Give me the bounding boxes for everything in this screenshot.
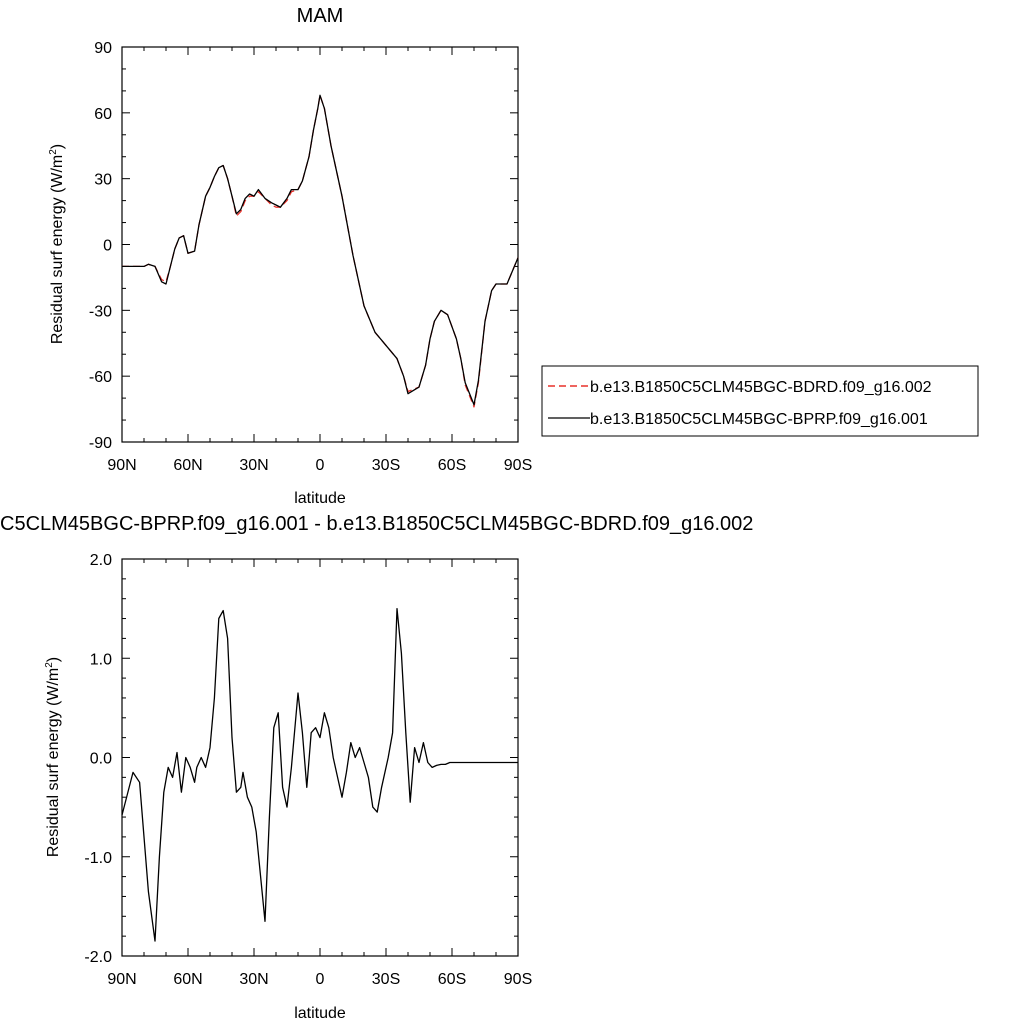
y-tick-label: 30 [94,172,112,189]
y-tick-label: 60 [94,106,112,123]
legend-box [541,365,979,437]
bottom-y-tick-labels: -2.0 -1.0 0.0 1.0 2.0 [84,552,112,966]
bottom-y-axis-label: Residual surf energy (W/m2) [44,657,62,857]
top-x-tick-labels: 90N 60N 30N 0 30S 60S 90S [107,457,532,474]
bottom-plot-frame [121,558,519,957]
bottom-series-lines [121,607,518,942]
legend-label-bprp: b.e13.B1850C5CLM45BGC-BPRP.f09_g16.001 [590,411,928,428]
y-tick-label: -60 [89,369,112,386]
x-tick-label: 90N [107,971,136,988]
top-series-line-1 [122,94,519,406]
top-axis-ticks [121,46,519,443]
bottom-chart-title: b.e13.B1850C5CLM45BGC-BPRP.f09_g16.001 -… [0,513,753,535]
top-x-axis-label: latitude [294,490,346,507]
legend: b.e13.B1850C5CLM45BGC-BDRD.f09_g16.002 b… [541,365,979,437]
y-tick-label: -2.0 [84,949,112,966]
x-tick-label: 60S [438,971,466,988]
top-series-lines [122,94,519,408]
top-series-line-0 [122,94,519,408]
x-tick-label: 90S [504,457,532,474]
bottom-x-axis-label: latitude [294,1005,346,1022]
y-tick-label: -30 [89,303,112,320]
x-tick-label: 0 [316,971,325,988]
x-tick-label: 60N [173,971,202,988]
y-tick-label: 0 [103,238,112,255]
bottom-chart: b.e13.B1850C5CLM45BGC-BPRP.f09_g16.001 -… [0,513,753,1022]
y-tick-label: 0.0 [90,751,112,768]
y-tick-label: -90 [89,435,112,452]
top-y-axis-label: Residual surf energy (W/m2) [48,144,66,344]
x-tick-label: 30N [239,457,268,474]
bottom-x-tick-labels: 90N 60N 30N 0 30S 60S 90S [107,971,532,988]
x-tick-label: 30S [372,457,400,474]
y-tick-label: 90 [94,40,112,57]
x-tick-label: 60N [173,457,202,474]
y-tick-label: 2.0 [90,552,112,569]
y-tick-label: -1.0 [84,850,112,867]
top-y-tick-labels: -90 -60 -30 0 30 60 90 [89,40,112,452]
y-tick-label: 1.0 [90,651,112,668]
x-tick-label: 90N [107,457,136,474]
top-chart: MAM 90N 60N 30N 0 30S 60S 90S -90 -60 -30 0 30 60 90… [48,5,979,507]
top-chart-title: MAM [297,5,344,27]
bottom-axis-ticks [121,558,519,957]
x-tick-label: 90S [504,971,532,988]
x-tick-label: 30N [239,971,268,988]
x-tick-label: 30S [372,971,400,988]
x-tick-label: 0 [316,457,325,474]
bottom-series-line-0 [121,607,518,942]
legend-label-bdrd: b.e13.B1850C5CLM45BGC-BDRD.f09_g16.002 [590,379,932,396]
top-plot-frame [121,46,519,443]
x-tick-label: 60S [438,457,466,474]
